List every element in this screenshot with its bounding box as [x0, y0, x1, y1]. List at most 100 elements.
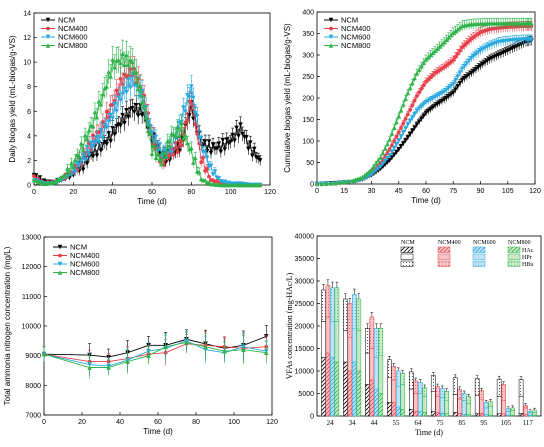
- data-point: [450, 81, 456, 87]
- data-point: [416, 119, 422, 125]
- data-point: [135, 86, 141, 92]
- data-point: [120, 51, 125, 56]
- data-point: [118, 98, 123, 103]
- data-point: [432, 48, 438, 53]
- bar-segment: [396, 406, 401, 417]
- data-point: [32, 174, 36, 179]
- data-point: [222, 348, 227, 354]
- data-point: [441, 39, 447, 45]
- data-point: [441, 89, 447, 95]
- y-tick-label: 0: [310, 414, 314, 421]
- bar-segment: [330, 357, 335, 417]
- data-point: [425, 54, 431, 60]
- bar-segment: [374, 357, 379, 390]
- data-point: [485, 58, 490, 64]
- data-point: [112, 102, 117, 107]
- data-point: [92, 109, 98, 115]
- data-point: [202, 177, 208, 183]
- data-point: [244, 135, 249, 140]
- data-point: [407, 85, 413, 91]
- data-point: [108, 73, 113, 79]
- data-point: [428, 52, 433, 58]
- data-point: [405, 135, 411, 140]
- data-point: [193, 122, 198, 127]
- data-point: [80, 147, 86, 153]
- data-point: [457, 80, 463, 86]
- data-point: [346, 178, 352, 184]
- data-point: [114, 88, 119, 93]
- y-tick-label: 150: [302, 117, 314, 124]
- data-point: [128, 85, 133, 91]
- data-point: [124, 52, 129, 58]
- data-point: [86, 152, 92, 158]
- bar-segment: [413, 380, 419, 394]
- bar-segment: [479, 413, 484, 417]
- data-point: [362, 172, 367, 178]
- data-point: [210, 142, 216, 147]
- data-point: [448, 92, 454, 97]
- y-tick-label: 4: [27, 133, 31, 140]
- data-point: [446, 35, 452, 40]
- data-point: [169, 150, 174, 155]
- bar-segment: [396, 386, 401, 408]
- data-point: [67, 170, 72, 175]
- data-point: [220, 137, 226, 143]
- bar-segment: [369, 379, 375, 417]
- bar-segment: [365, 384, 370, 417]
- y-tick-label: 20000: [295, 324, 315, 331]
- data-point: [394, 119, 399, 125]
- data-point: [428, 107, 433, 112]
- data-point: [78, 140, 84, 146]
- bar-segment: [444, 413, 449, 417]
- data-point: [187, 146, 192, 152]
- data-point: [385, 160, 390, 165]
- data-point: [435, 93, 440, 99]
- bar-segment: [457, 413, 462, 417]
- x-tick-label: 15: [340, 188, 348, 195]
- bar-segment: [518, 379, 524, 397]
- data-point: [145, 128, 151, 133]
- data-point: [141, 103, 147, 109]
- data-point: [457, 25, 463, 30]
- bar-segment: [505, 408, 511, 412]
- data-point: [175, 150, 180, 154]
- data-point: [90, 144, 96, 149]
- data-point: [87, 365, 92, 370]
- bar-segment: [532, 412, 537, 416]
- bar-segment: [334, 361, 340, 417]
- bar-segment: [496, 378, 502, 397]
- bar-segment: [501, 413, 506, 417]
- bar-segment: [356, 330, 362, 372]
- legend-marker: [45, 34, 51, 40]
- data-point: [314, 181, 320, 187]
- data-point: [104, 125, 110, 130]
- data-point: [90, 154, 96, 159]
- data-point: [366, 169, 372, 174]
- bar-segment: [510, 410, 515, 416]
- bar-segment: [474, 395, 480, 414]
- bar-segment: [479, 390, 484, 401]
- data-point: [98, 148, 104, 153]
- bar-segment: [435, 386, 441, 397]
- bar-segment: [387, 377, 392, 403]
- x-tick-label: 80: [192, 419, 200, 426]
- data-point: [460, 66, 465, 72]
- bar-segment: [461, 413, 467, 417]
- bar-segment: [387, 402, 392, 417]
- y-axis-label: Cumulative biogas yield (mL-biogas/g-VS): [283, 23, 292, 173]
- bar-segment: [439, 388, 445, 398]
- legend-swatch: [437, 260, 451, 267]
- x-tick-label: 117: [523, 419, 534, 427]
- y-tick-label: 10: [23, 60, 31, 67]
- bar-segment: [532, 409, 537, 413]
- data-point: [216, 176, 222, 181]
- y-tick-label: 35000: [295, 256, 315, 263]
- data-point: [98, 101, 104, 107]
- data-point: [405, 90, 411, 96]
- legend-label: NCM400: [341, 24, 371, 33]
- series-ncm: [41, 325, 269, 367]
- legend-swatch: [400, 246, 414, 253]
